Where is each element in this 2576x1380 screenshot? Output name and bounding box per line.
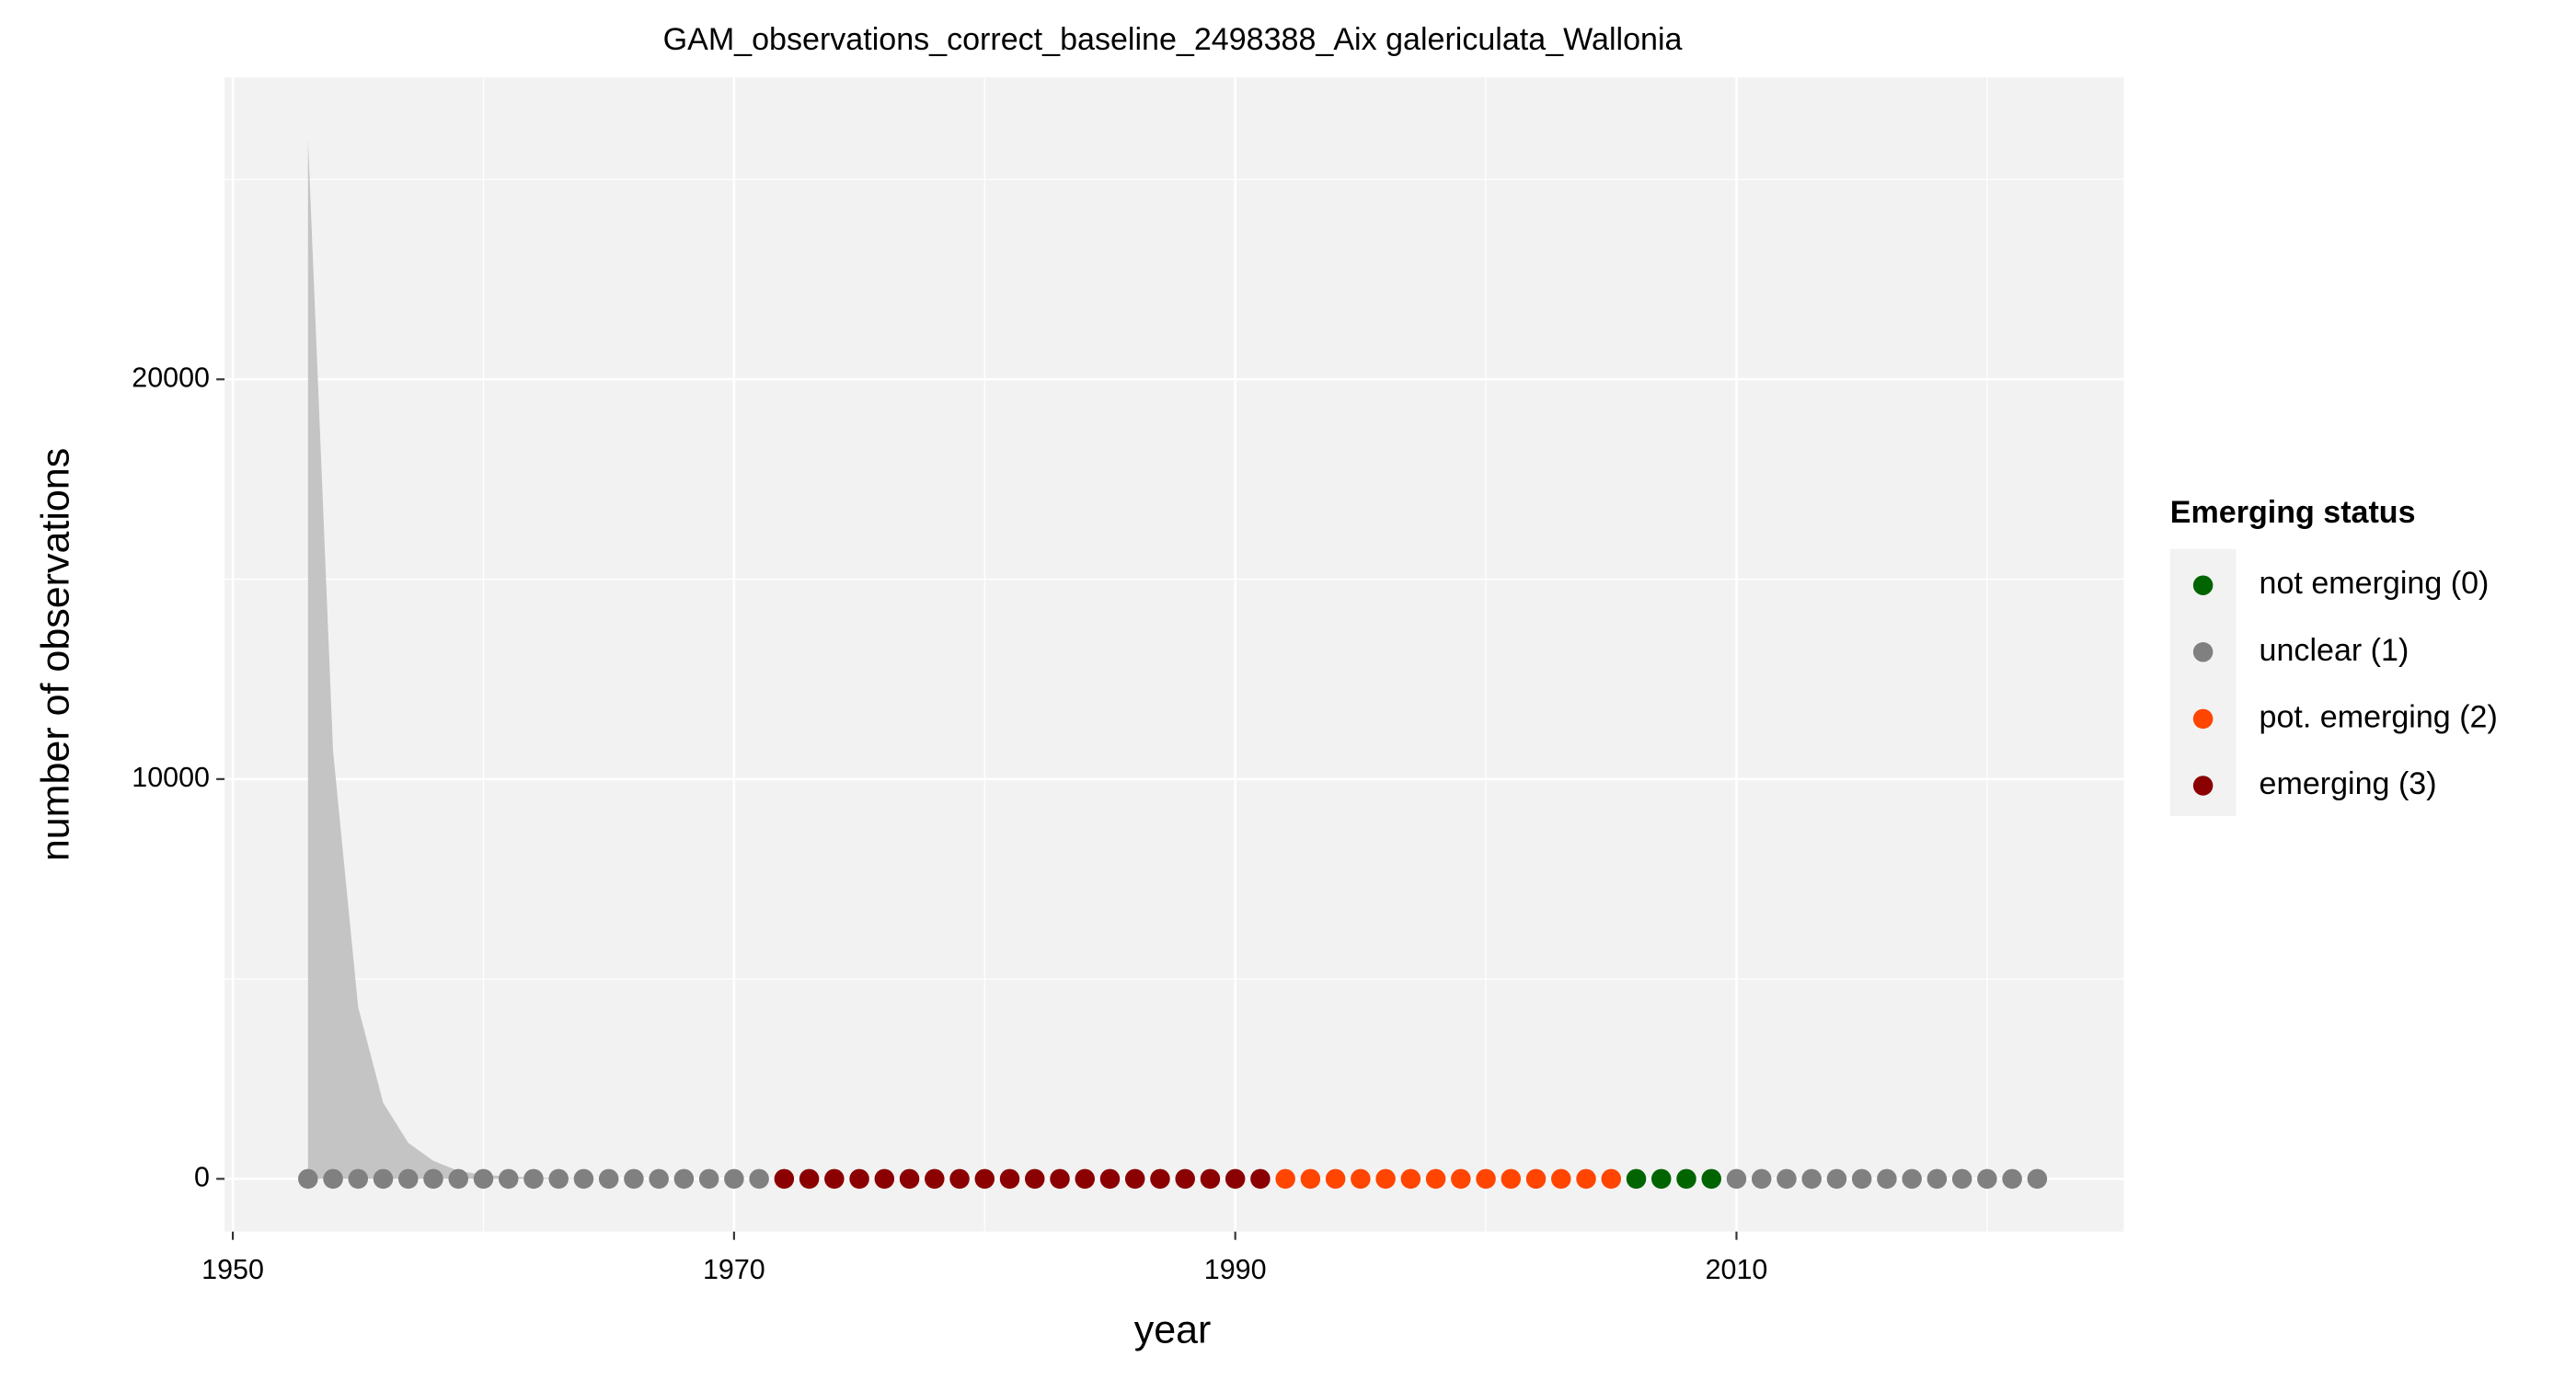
- point: [1300, 1168, 1321, 1190]
- point: [1877, 1168, 1897, 1190]
- point: [573, 1168, 594, 1190]
- point: [1225, 1168, 1246, 1190]
- point: [1025, 1168, 1045, 1190]
- point: [774, 1168, 795, 1190]
- point: [849, 1168, 869, 1190]
- point: [448, 1168, 468, 1190]
- point: [824, 1168, 845, 1190]
- legend-label: not emerging (0): [2260, 566, 2490, 601]
- point: [1826, 1168, 1847, 1190]
- point: [1124, 1168, 1145, 1190]
- point: [799, 1168, 820, 1190]
- point: [899, 1168, 920, 1190]
- chart-title: GAM_observations_correct_baseline_249838…: [663, 22, 1683, 57]
- x-axis-title: year: [1134, 1307, 1212, 1351]
- point: [398, 1168, 419, 1190]
- point: [925, 1168, 945, 1190]
- y-tick-label: 20000: [132, 362, 210, 393]
- legend-key: [2192, 708, 2214, 730]
- point: [1902, 1168, 1922, 1190]
- point: [523, 1168, 544, 1190]
- legend-key: [2192, 642, 2214, 662]
- point: [1275, 1168, 1295, 1190]
- point: [1977, 1168, 1997, 1190]
- point: [1250, 1168, 1271, 1190]
- point: [423, 1168, 443, 1190]
- point: [649, 1168, 669, 1190]
- y-axis-title: number of observations: [33, 448, 77, 861]
- point: [749, 1168, 769, 1190]
- point: [673, 1168, 695, 1190]
- point: [1777, 1168, 1797, 1190]
- point: [999, 1168, 1020, 1190]
- point: [1926, 1168, 1948, 1190]
- point: [348, 1168, 369, 1190]
- point: [2027, 1168, 2048, 1190]
- y-tick-label: 10000: [132, 762, 210, 793]
- point: [1751, 1168, 1772, 1190]
- point: [874, 1168, 895, 1190]
- point: [1726, 1168, 1747, 1190]
- point: [598, 1168, 619, 1190]
- point: [1050, 1168, 1070, 1190]
- point: [1601, 1168, 1622, 1190]
- point: [1851, 1168, 1872, 1190]
- point: [298, 1168, 318, 1190]
- point: [373, 1168, 394, 1190]
- point: [1701, 1168, 1721, 1190]
- point: [1150, 1168, 1170, 1190]
- point: [473, 1168, 494, 1190]
- point: [1651, 1168, 1672, 1190]
- point: [1400, 1168, 1421, 1190]
- point: [724, 1168, 744, 1190]
- legend-title: Emerging status: [2170, 495, 2416, 530]
- point: [1951, 1168, 1972, 1190]
- point: [1200, 1168, 1221, 1190]
- y-tick-label: 0: [194, 1161, 210, 1192]
- point: [1425, 1168, 1446, 1190]
- point: [498, 1168, 519, 1190]
- point: [1075, 1168, 1095, 1190]
- x-tick-label: 2010: [1706, 1254, 1768, 1285]
- point: [698, 1168, 719, 1190]
- point: [974, 1168, 995, 1190]
- point: [1676, 1168, 1696, 1190]
- legend-label: unclear (1): [2260, 633, 2409, 668]
- point: [1551, 1168, 1571, 1190]
- x-tick-label: 1990: [1204, 1254, 1267, 1285]
- point: [1351, 1168, 1371, 1190]
- point: [1501, 1168, 1522, 1190]
- point: [624, 1168, 644, 1190]
- point: [1476, 1168, 1496, 1190]
- point: [1576, 1168, 1596, 1190]
- point: [1325, 1168, 1346, 1190]
- x-tick-label: 1970: [703, 1254, 765, 1285]
- legend-key: [2192, 575, 2214, 595]
- point: [548, 1168, 569, 1190]
- point: [1099, 1168, 1121, 1190]
- point: [1626, 1168, 1647, 1190]
- point: [1375, 1168, 1396, 1190]
- point: [1525, 1168, 1547, 1190]
- point: [1451, 1168, 1471, 1190]
- point: [323, 1168, 343, 1190]
- point: [2002, 1168, 2022, 1190]
- point: [1801, 1168, 1822, 1190]
- panel: [224, 77, 2124, 1232]
- legend-key: [2192, 776, 2214, 796]
- legend-label: pot. emerging (2): [2260, 699, 2498, 734]
- point: [1175, 1168, 1195, 1190]
- legend-label: emerging (3): [2260, 766, 2437, 801]
- x-tick-label: 1950: [201, 1254, 264, 1285]
- point: [949, 1168, 970, 1190]
